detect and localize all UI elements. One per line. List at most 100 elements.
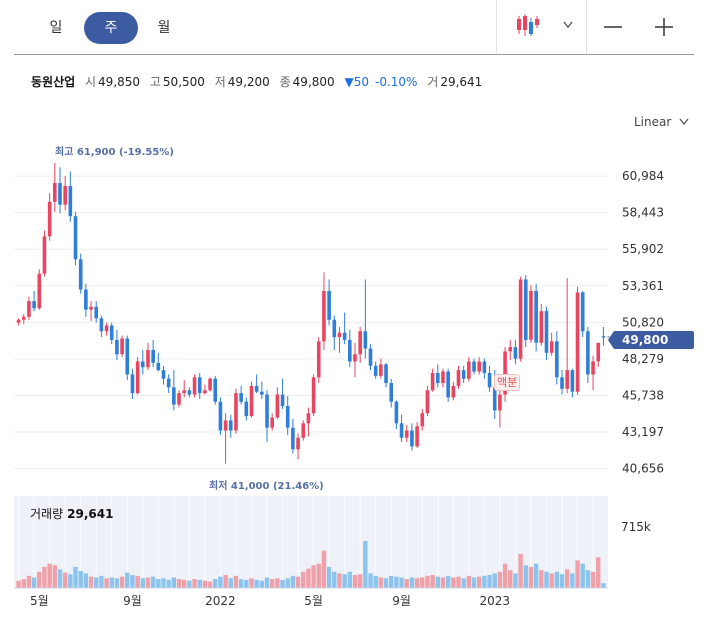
candle-body xyxy=(197,377,202,394)
volume-bar xyxy=(342,574,347,588)
y-tick-label: 43,197 xyxy=(622,425,664,439)
volume-bar xyxy=(269,579,275,588)
candle-body xyxy=(120,338,124,355)
volume-bar xyxy=(316,563,321,588)
candle-body xyxy=(275,394,280,418)
volume-bar xyxy=(182,579,187,588)
x-tick-label: 2022 xyxy=(205,594,236,608)
volume-panel-label: 거래량 29,641 xyxy=(30,505,113,522)
candle-body xyxy=(68,185,73,217)
volume-bar xyxy=(197,579,202,588)
x-tick-label: 5월 xyxy=(30,594,49,608)
volume-bar xyxy=(554,571,560,588)
candle-body xyxy=(513,347,518,359)
volume-bar xyxy=(94,577,99,588)
candle-body xyxy=(441,371,445,384)
candle-body xyxy=(384,364,388,384)
candle-body xyxy=(404,430,409,438)
low-label: 저 xyxy=(214,75,226,89)
volume-bar xyxy=(213,579,218,588)
candle-body xyxy=(586,331,590,375)
volume-bar xyxy=(585,570,591,588)
zoom-in-button[interactable] xyxy=(636,0,694,54)
tab-day[interactable]: 일 xyxy=(49,20,63,36)
dividend-marker[interactable]: 액분 xyxy=(494,374,521,391)
volume-bar xyxy=(83,573,89,588)
high-label: 고 xyxy=(149,75,161,89)
x-tick-label: 9월 xyxy=(392,594,411,608)
volume-scale-tick: 715k xyxy=(621,520,651,534)
volume-bar xyxy=(347,571,353,588)
volume-bar xyxy=(523,565,528,588)
candle-body xyxy=(358,331,362,355)
candle-body xyxy=(580,292,585,332)
candle-body xyxy=(415,426,419,447)
volume-bar xyxy=(357,574,363,588)
volume-bar xyxy=(264,577,270,588)
candle-body xyxy=(239,393,243,402)
candle-body xyxy=(78,259,83,290)
volume-bar xyxy=(285,578,290,588)
min-price-annotation: 최저 41,000 (21.46%) xyxy=(209,481,324,492)
current-price-badge: 49,800 xyxy=(608,331,694,349)
volume-bar xyxy=(394,576,399,588)
candle-body xyxy=(291,427,295,450)
low-value: 49,200 xyxy=(227,75,270,89)
candle-body xyxy=(285,406,290,428)
volume-bar xyxy=(539,570,544,588)
candle-body xyxy=(254,385,259,392)
volume-bar xyxy=(477,576,482,588)
chevron-down-icon xyxy=(679,118,689,126)
scale-selector[interactable]: Linear xyxy=(634,115,689,129)
tab-week[interactable]: 주 xyxy=(84,12,138,44)
candle-body xyxy=(523,279,528,340)
change-percent: -0.10% xyxy=(375,75,418,89)
candle-body xyxy=(570,370,575,392)
volume-bar xyxy=(564,569,570,588)
volume-bar xyxy=(26,575,32,588)
volume-bar xyxy=(259,580,265,588)
candle-body xyxy=(591,361,595,375)
volume-bar xyxy=(104,578,109,588)
candle-body xyxy=(477,361,482,372)
candle-body xyxy=(451,385,456,398)
plus-icon xyxy=(655,18,673,36)
volume-bar xyxy=(404,579,409,588)
candle-body xyxy=(575,292,580,392)
scale-selector-label: Linear xyxy=(634,115,672,129)
candle-body xyxy=(353,354,357,362)
volume-bar xyxy=(140,578,145,588)
volume-panel-title: 거래량 xyxy=(30,507,64,521)
change-value: ▼50 xyxy=(344,75,370,89)
candle-body xyxy=(446,371,450,398)
candle-body xyxy=(244,401,249,417)
volume-bar xyxy=(373,575,378,588)
zoom-out-button[interactable] xyxy=(586,0,637,54)
candle-body xyxy=(544,311,549,353)
close-value: 49,800 xyxy=(292,75,335,89)
volume-bar xyxy=(482,575,487,588)
candle-body xyxy=(322,290,326,342)
candle-body xyxy=(27,301,31,317)
tab-month[interactable]: 월 xyxy=(157,20,171,36)
chart-type-selector[interactable] xyxy=(496,0,587,54)
volume-bar xyxy=(497,571,503,588)
candle-body xyxy=(203,390,207,394)
volume-bar xyxy=(218,576,223,588)
candle-body xyxy=(109,325,114,340)
volume-bar xyxy=(580,563,585,588)
candle-body xyxy=(280,394,285,407)
volume-bar xyxy=(233,575,239,588)
candle-body xyxy=(53,183,57,202)
candle-body xyxy=(151,349,155,363)
y-tick-label: 50,820 xyxy=(622,315,664,329)
candle-body xyxy=(487,372,492,388)
high-value: 50,500 xyxy=(162,75,205,89)
volume-bar xyxy=(119,576,125,588)
minus-icon xyxy=(604,26,622,28)
volume-bar xyxy=(150,576,156,588)
candle-body xyxy=(234,393,238,431)
candle-body xyxy=(555,341,559,378)
candle-body xyxy=(249,385,254,417)
